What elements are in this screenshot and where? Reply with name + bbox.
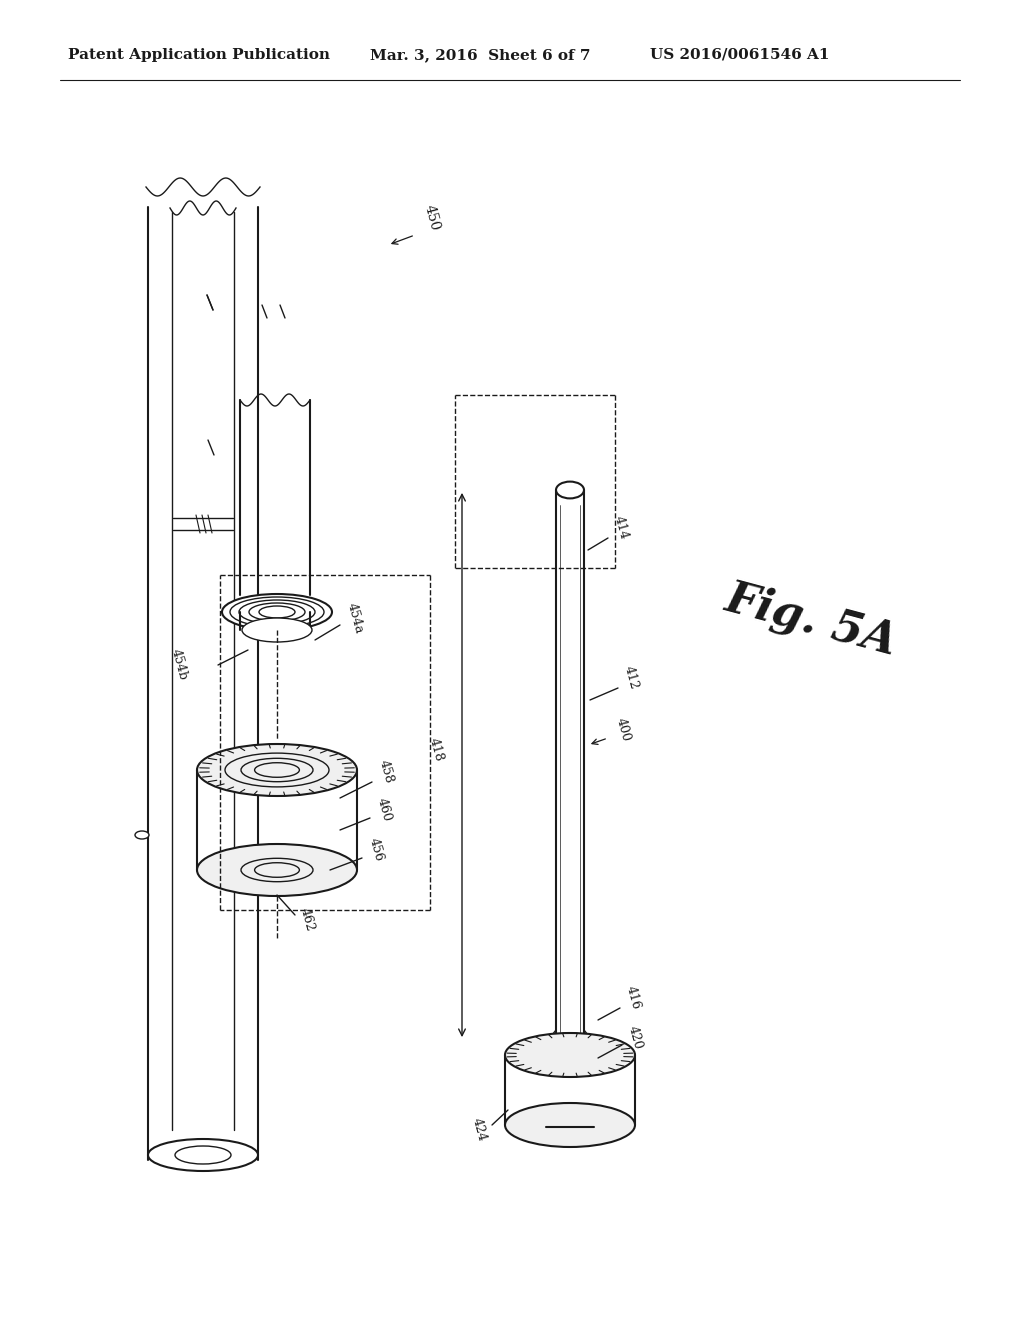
- Text: 412: 412: [622, 665, 641, 692]
- Ellipse shape: [222, 594, 332, 630]
- Ellipse shape: [230, 597, 324, 627]
- Ellipse shape: [241, 858, 313, 882]
- Text: 416: 416: [624, 985, 643, 1011]
- Ellipse shape: [505, 1034, 635, 1077]
- Ellipse shape: [241, 758, 313, 781]
- Ellipse shape: [175, 1146, 231, 1164]
- Ellipse shape: [197, 744, 357, 796]
- Text: Patent Application Publication: Patent Application Publication: [68, 48, 330, 62]
- Ellipse shape: [197, 843, 357, 896]
- Text: 420: 420: [626, 1024, 645, 1051]
- Text: US 2016/0061546 A1: US 2016/0061546 A1: [650, 48, 829, 62]
- Ellipse shape: [255, 763, 299, 777]
- Text: 418: 418: [426, 737, 445, 763]
- Ellipse shape: [148, 1139, 258, 1171]
- Ellipse shape: [242, 618, 312, 642]
- Text: Fig. 5A: Fig. 5A: [720, 577, 901, 664]
- Text: 450: 450: [422, 203, 442, 232]
- Text: 424: 424: [469, 1117, 488, 1143]
- Ellipse shape: [259, 606, 295, 618]
- Text: 414: 414: [612, 515, 631, 541]
- Text: Mar. 3, 2016  Sheet 6 of 7: Mar. 3, 2016 Sheet 6 of 7: [370, 48, 591, 62]
- Text: 456: 456: [367, 837, 386, 863]
- Text: 458: 458: [377, 759, 395, 785]
- Ellipse shape: [249, 603, 305, 620]
- Ellipse shape: [225, 754, 329, 787]
- Text: 462: 462: [298, 907, 316, 933]
- Ellipse shape: [556, 482, 584, 499]
- Text: 454a: 454a: [345, 601, 366, 635]
- Text: 454b: 454b: [169, 648, 190, 682]
- Text: 400: 400: [614, 717, 633, 743]
- Ellipse shape: [135, 832, 150, 840]
- Text: 460: 460: [375, 797, 394, 824]
- Ellipse shape: [239, 601, 315, 624]
- Ellipse shape: [255, 863, 299, 878]
- Ellipse shape: [505, 1104, 635, 1147]
